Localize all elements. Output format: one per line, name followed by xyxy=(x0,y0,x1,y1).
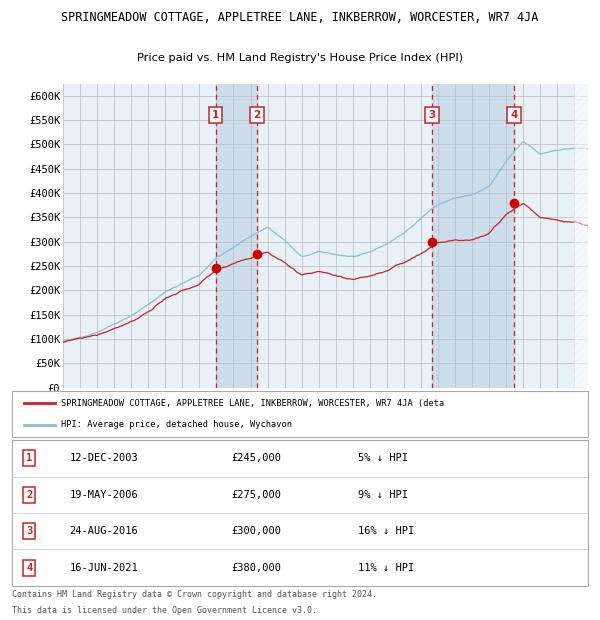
Text: HPI: Average price, detached house, Wychavon: HPI: Average price, detached house, Wych… xyxy=(61,420,292,429)
Bar xyxy=(215,84,257,388)
Bar xyxy=(574,84,588,388)
Text: 1: 1 xyxy=(212,110,219,120)
Text: 19-MAY-2006: 19-MAY-2006 xyxy=(70,490,139,500)
Text: 4: 4 xyxy=(511,110,518,120)
FancyBboxPatch shape xyxy=(12,391,588,437)
Bar xyxy=(432,84,514,388)
Text: 16-JUN-2021: 16-JUN-2021 xyxy=(70,563,139,573)
Text: This data is licensed under the Open Government Licence v3.0.: This data is licensed under the Open Gov… xyxy=(12,606,317,616)
Text: 9% ↓ HPI: 9% ↓ HPI xyxy=(358,490,407,500)
Text: £275,000: £275,000 xyxy=(231,490,281,500)
Text: Price paid vs. HM Land Registry's House Price Index (HPI): Price paid vs. HM Land Registry's House … xyxy=(137,53,463,63)
Text: 3: 3 xyxy=(428,110,436,120)
Text: Contains HM Land Registry data © Crown copyright and database right 2024.: Contains HM Land Registry data © Crown c… xyxy=(12,590,377,599)
Text: 12-DEC-2003: 12-DEC-2003 xyxy=(70,453,139,463)
Text: 3: 3 xyxy=(26,526,32,536)
Text: £300,000: £300,000 xyxy=(231,526,281,536)
Text: 4: 4 xyxy=(26,563,32,573)
Text: SPRINGMEADOW COTTAGE, APPLETREE LANE, INKBERROW, WORCESTER, WR7 4JA: SPRINGMEADOW COTTAGE, APPLETREE LANE, IN… xyxy=(61,11,539,24)
Text: 2: 2 xyxy=(26,490,32,500)
Text: £245,000: £245,000 xyxy=(231,453,281,463)
Text: 16% ↓ HPI: 16% ↓ HPI xyxy=(358,526,414,536)
Text: 5% ↓ HPI: 5% ↓ HPI xyxy=(358,453,407,463)
Text: SPRINGMEADOW COTTAGE, APPLETREE LANE, INKBERROW, WORCESTER, WR7 4JA (deta: SPRINGMEADOW COTTAGE, APPLETREE LANE, IN… xyxy=(61,399,444,408)
Text: 2: 2 xyxy=(253,110,260,120)
Text: 24-AUG-2016: 24-AUG-2016 xyxy=(70,526,139,536)
FancyBboxPatch shape xyxy=(12,440,588,586)
Text: 11% ↓ HPI: 11% ↓ HPI xyxy=(358,563,414,573)
Text: 1: 1 xyxy=(26,453,32,463)
Text: £380,000: £380,000 xyxy=(231,563,281,573)
